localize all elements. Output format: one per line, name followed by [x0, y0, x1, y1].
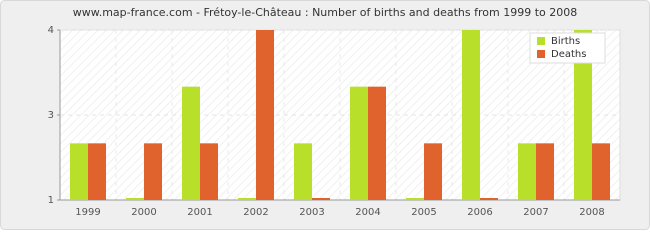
- bar: [462, 30, 480, 200]
- bar: [592, 143, 610, 200]
- legend-label: Births: [551, 36, 580, 47]
- x-tick-label: 2007: [523, 207, 548, 218]
- y-tick-label: 3: [48, 110, 54, 121]
- bar: [350, 86, 368, 200]
- x-tick-label: 2002: [243, 207, 268, 218]
- x-tick-label: 2003: [299, 207, 324, 218]
- chart: www.map-france.com - Frétoy-le-Château :…: [0, 0, 650, 230]
- x-tick-label: 2004: [355, 207, 380, 218]
- bar: [424, 143, 442, 200]
- legend-swatch: [537, 37, 545, 45]
- x-tick-label: 2008: [579, 207, 604, 218]
- y-tick-label: 1: [48, 195, 54, 206]
- bar: [126, 198, 144, 200]
- bar: [88, 143, 106, 200]
- y-tick-label: 4: [48, 25, 54, 36]
- bar: [70, 143, 88, 200]
- x-tick-label: 1999: [75, 207, 100, 218]
- bar: [536, 143, 554, 200]
- bar: [182, 86, 200, 200]
- bar: [200, 143, 218, 200]
- bar: [144, 143, 162, 200]
- bar: [368, 86, 386, 200]
- bar: [312, 198, 330, 200]
- chart-title: www.map-france.com - Frétoy-le-Château :…: [73, 6, 578, 19]
- bar: [406, 198, 424, 200]
- x-tick-label: 2001: [187, 207, 212, 218]
- bar: [518, 143, 536, 200]
- legend-swatch: [537, 50, 545, 58]
- x-tick-label: 2005: [411, 207, 436, 218]
- bar: [574, 30, 592, 200]
- legend-label: Deaths: [551, 49, 586, 60]
- x-tick-label: 2000: [131, 207, 156, 218]
- bar: [238, 198, 256, 200]
- bar: [294, 143, 312, 200]
- x-tick-label: 2006: [467, 207, 492, 218]
- bar: [256, 30, 274, 200]
- bar: [480, 198, 498, 200]
